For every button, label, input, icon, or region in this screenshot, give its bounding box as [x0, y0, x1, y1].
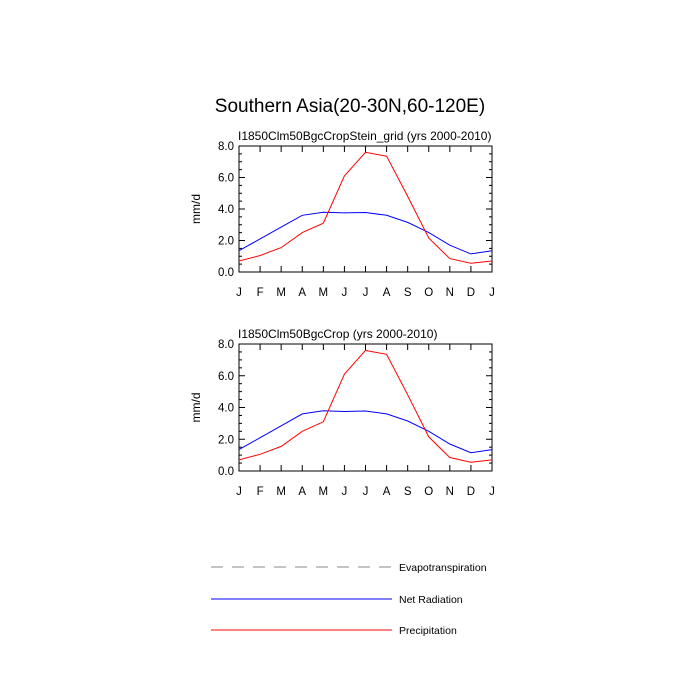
precipitation-line — [238, 151, 493, 264]
x-tick-label: J — [363, 486, 369, 498]
y-axis-label: mm/d — [189, 194, 203, 224]
plot-frame — [238, 343, 493, 472]
legend-item-precipitation: Precipitation — [211, 625, 457, 637]
x-tick-label: M — [276, 486, 286, 498]
x-tick-label: J — [342, 486, 348, 498]
x-tick-label: A — [298, 486, 306, 498]
y-tick-label: 4.0 — [218, 204, 234, 216]
y-tick-label: 2.0 — [218, 236, 234, 248]
x-tick-label: N — [446, 486, 454, 498]
y-tick-label: 4.0 — [218, 403, 234, 415]
y-axis-label: mm/d — [189, 393, 203, 423]
x-tick-label: O — [424, 486, 433, 498]
panel-title: I1850Clm50BgcCropStein_grid (yrs 2000-20… — [238, 129, 491, 143]
legend-label: Precipitation — [399, 625, 457, 637]
y-tick-label: 8.0 — [218, 339, 234, 351]
legend-label: Net Radiation — [399, 594, 463, 606]
x-tick-label: J — [236, 287, 242, 299]
x-tick-label: S — [404, 486, 412, 498]
x-tick-label: J — [236, 486, 242, 498]
x-tick-label: M — [319, 486, 329, 498]
y-tick-label: 0.0 — [218, 466, 234, 478]
chart-panel-2: I1850Clm50BgcCrop (yrs 2000-2010) 0.0 2.0 4… — [189, 327, 495, 498]
y-tick-label: 6.0 — [218, 173, 234, 185]
net-radiation-line — [238, 211, 493, 255]
x-tick-label: D — [467, 486, 475, 498]
y-tick-label: 8.0 — [218, 141, 234, 153]
x-tick-label: S — [404, 287, 412, 299]
panels: I1850Clm50BgcCropStein_grid (yrs 2000-20… — [189, 129, 495, 498]
x-tick-label: J — [489, 287, 495, 299]
y-tick-label: 0.0 — [218, 267, 234, 279]
x-tick-label: M — [319, 287, 329, 299]
net-radiation-line — [238, 410, 493, 454]
x-tick-label: F — [257, 287, 264, 299]
main-title: Southern Asia(20-30N,60-120E) — [215, 96, 485, 117]
x-tick-label: J — [363, 287, 369, 299]
legend-item-net-radiation: Net Radiation — [211, 594, 463, 606]
legend-label: Evapotranspiration — [399, 562, 487, 574]
precipitation-line — [238, 349, 493, 463]
x-tick-label: M — [276, 287, 286, 299]
x-tick-label: A — [298, 287, 306, 299]
legend-item-evapotranspiration: Evapotranspiration — [211, 562, 487, 574]
x-tick-label: D — [467, 287, 475, 299]
x-tick-label: A — [383, 486, 391, 498]
panel-title: I1850Clm50BgcCrop (yrs 2000-2010) — [238, 327, 437, 341]
plot-frame — [238, 145, 493, 273]
chart-panel-1: I1850Clm50BgcCropStein_grid (yrs 2000-20… — [189, 129, 495, 299]
y-tick-label: 6.0 — [218, 371, 234, 383]
x-tick-label: N — [446, 287, 454, 299]
x-tick-label: J — [489, 486, 495, 498]
legend: Evapotranspiration Net Radiation Precipita… — [211, 562, 487, 637]
x-tick-label: A — [383, 287, 391, 299]
x-tick-label: J — [342, 287, 348, 299]
x-tick-label: F — [257, 486, 264, 498]
y-tick-label: 2.0 — [218, 434, 234, 446]
x-tick-label: O — [424, 287, 433, 299]
